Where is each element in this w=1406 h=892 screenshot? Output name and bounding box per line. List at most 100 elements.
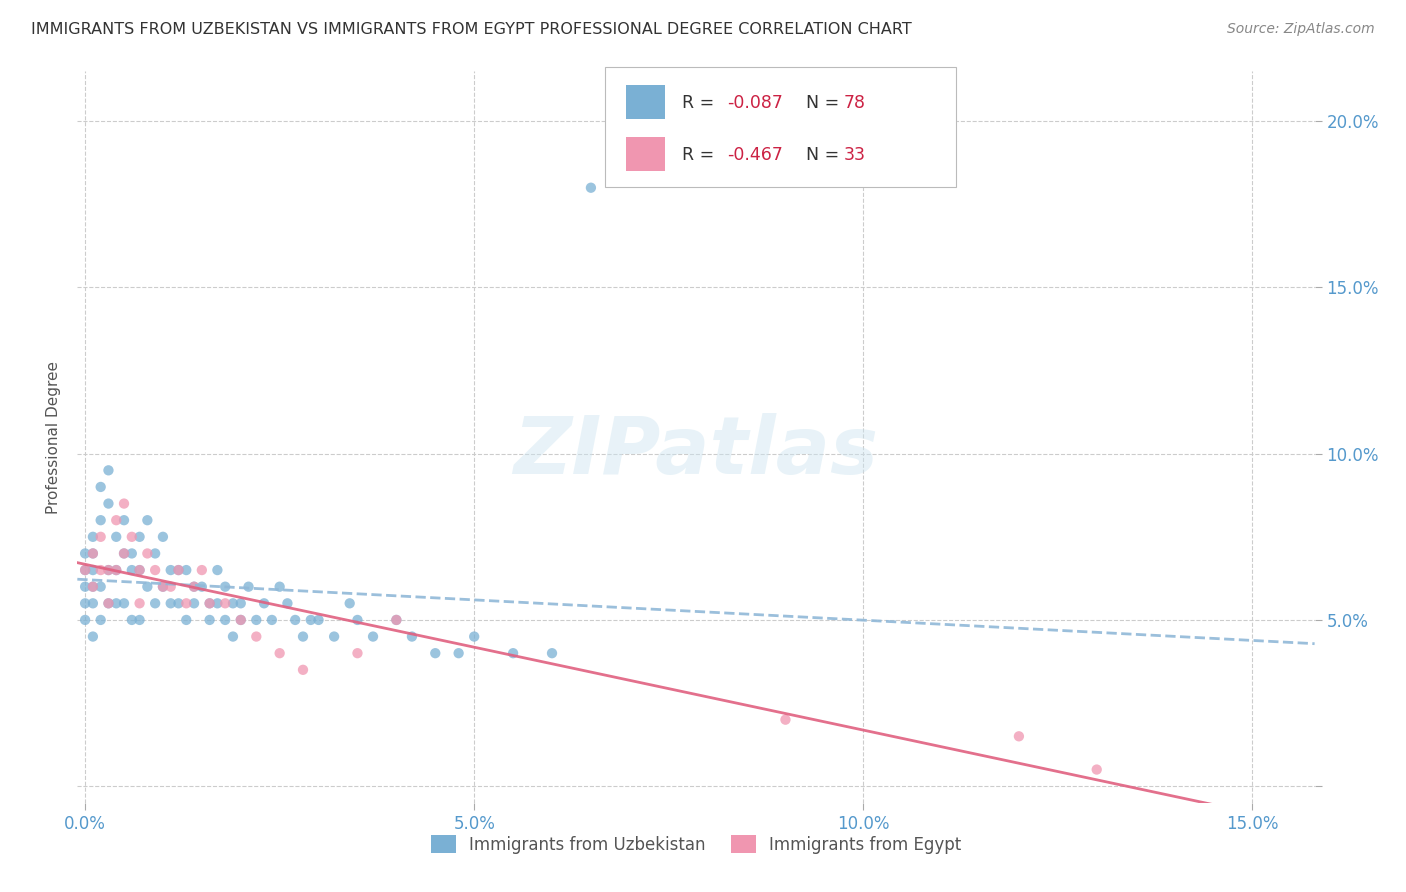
Point	[97, 563, 120, 577]
Point	[222, 596, 245, 610]
Text: Source: ZipAtlas.com: Source: ZipAtlas.com	[1227, 22, 1375, 37]
Point	[82, 563, 104, 577]
Text: R =: R =	[682, 146, 720, 164]
Point	[128, 563, 150, 577]
Point	[183, 596, 205, 610]
Point	[308, 613, 330, 627]
Point	[447, 646, 470, 660]
Point	[112, 513, 135, 527]
Point	[346, 646, 368, 660]
Point	[191, 580, 214, 594]
Point	[136, 580, 159, 594]
Point	[75, 563, 97, 577]
Point	[174, 613, 197, 627]
Text: -0.467: -0.467	[727, 146, 783, 164]
Point	[292, 630, 315, 644]
Point	[143, 563, 166, 577]
Point	[82, 596, 104, 610]
Point	[361, 630, 384, 644]
Point	[136, 513, 159, 527]
Point	[82, 546, 104, 560]
Point	[136, 546, 159, 560]
Point	[191, 563, 214, 577]
Point	[75, 546, 97, 560]
Point	[128, 563, 150, 577]
Point	[112, 546, 135, 560]
Point	[174, 563, 197, 577]
Point	[276, 596, 298, 610]
Point	[121, 563, 143, 577]
Point	[253, 596, 276, 610]
Point	[97, 596, 120, 610]
Point	[152, 580, 174, 594]
Point	[75, 596, 97, 610]
Point	[112, 497, 135, 511]
Point	[90, 580, 112, 594]
Point	[260, 613, 283, 627]
Point	[214, 613, 236, 627]
Point	[269, 646, 291, 660]
Point	[385, 613, 408, 627]
Point	[214, 580, 236, 594]
Point	[152, 530, 174, 544]
Y-axis label: Professional Degree: Professional Degree	[46, 360, 62, 514]
Text: N =: N =	[806, 94, 845, 112]
Point	[579, 180, 602, 194]
Point	[105, 563, 128, 577]
Point	[229, 613, 252, 627]
Point	[174, 596, 197, 610]
Point	[222, 630, 245, 644]
Point	[97, 563, 120, 577]
Point	[90, 563, 112, 577]
Point	[541, 646, 564, 660]
Point	[159, 596, 181, 610]
Point	[90, 530, 112, 544]
Point	[105, 513, 128, 527]
Point	[167, 563, 190, 577]
Point	[152, 580, 174, 594]
Point	[245, 613, 267, 627]
Point	[82, 546, 104, 560]
Point	[207, 596, 229, 610]
Point	[75, 613, 97, 627]
Text: 33: 33	[844, 146, 866, 164]
Point	[463, 630, 485, 644]
Point	[105, 596, 128, 610]
Text: N =: N =	[806, 146, 845, 164]
Point	[775, 713, 797, 727]
Point	[97, 497, 120, 511]
Point	[207, 563, 229, 577]
Point	[229, 596, 252, 610]
Point	[183, 580, 205, 594]
Point	[112, 596, 135, 610]
Text: ZIPatlas: ZIPatlas	[513, 413, 879, 491]
Point	[385, 613, 408, 627]
Point	[128, 530, 150, 544]
Point	[143, 596, 166, 610]
Point	[245, 630, 267, 644]
Point	[82, 530, 104, 544]
Point	[90, 513, 112, 527]
Point	[502, 646, 524, 660]
Point	[105, 563, 128, 577]
Point	[167, 596, 190, 610]
Point	[183, 580, 205, 594]
Point	[121, 613, 143, 627]
Point	[159, 580, 181, 594]
Point	[299, 613, 322, 627]
Point	[112, 546, 135, 560]
Text: -0.087: -0.087	[727, 94, 783, 112]
Point	[323, 630, 346, 644]
Point	[1008, 729, 1031, 743]
Point	[269, 580, 291, 594]
Point	[198, 596, 221, 610]
Point	[97, 463, 120, 477]
Text: 78: 78	[844, 94, 866, 112]
Point	[346, 613, 368, 627]
Legend: Immigrants from Uzbekistan, Immigrants from Egypt: Immigrants from Uzbekistan, Immigrants f…	[425, 829, 967, 860]
Point	[128, 613, 150, 627]
Point	[143, 546, 166, 560]
Point	[82, 580, 104, 594]
Text: IMMIGRANTS FROM UZBEKISTAN VS IMMIGRANTS FROM EGYPT PROFESSIONAL DEGREE CORRELAT: IMMIGRANTS FROM UZBEKISTAN VS IMMIGRANTS…	[31, 22, 911, 37]
Point	[105, 530, 128, 544]
